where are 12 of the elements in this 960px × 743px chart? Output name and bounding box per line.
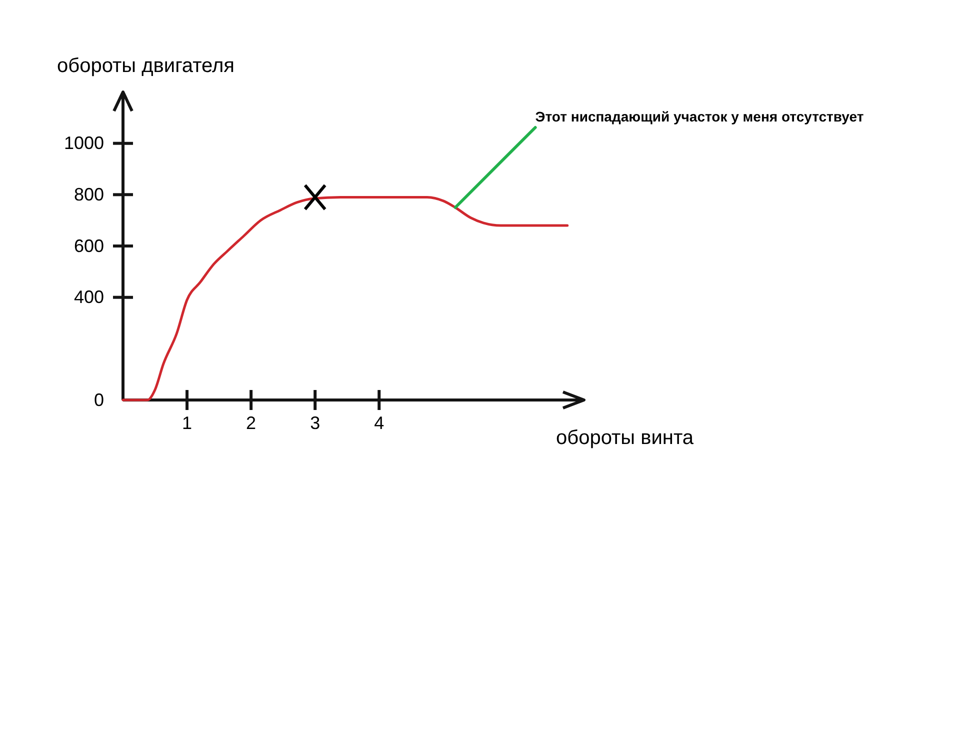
y-tick-label: 1000 [64, 133, 104, 154]
y-tick-label: 800 [74, 184, 104, 204]
annotation: Этот ниспадающий участок у меня отсутствует [535, 108, 864, 124]
y-tick-label: 0 [94, 390, 104, 410]
x-tick-label: 3 [310, 412, 320, 433]
x-tick-label: 1 [182, 412, 192, 433]
x-tick-label: 4 [374, 412, 384, 433]
x-axis-title: обороты винта [556, 427, 694, 449]
y-tick-label: 400 [74, 287, 104, 308]
y-axis-title: обороты двигателя [57, 55, 234, 77]
y-tick-label: 600 [74, 236, 104, 256]
x-tick-label: 2 [246, 412, 256, 433]
